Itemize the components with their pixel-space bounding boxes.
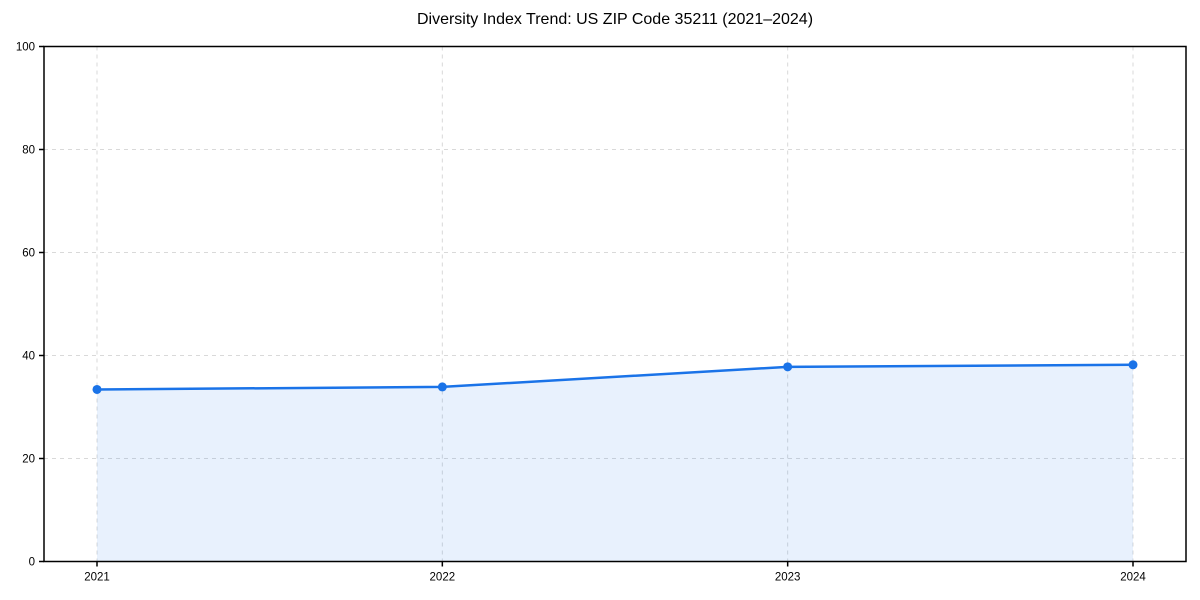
chart-title: Diversity Index Trend: US ZIP Code 35211…: [416, 11, 814, 28]
y-tick-label: 20: [22, 454, 35, 466]
trend-line: [95, 363, 1135, 391]
data-point: [437, 382, 447, 392]
data-point: [783, 362, 793, 372]
y-tick-label: 60: [22, 248, 35, 260]
x-tick-label: 2022: [430, 572, 456, 584]
y-tick-label: 40: [22, 351, 35, 363]
data-point: [92, 384, 102, 394]
y-tick-label: 100: [16, 42, 35, 54]
x-tick-label: 2023: [775, 572, 801, 584]
y-tick-label: 0: [29, 557, 35, 569]
axis-frame: [43, 45, 1187, 563]
data-point: [1128, 360, 1138, 370]
y-tick-label: 80: [22, 145, 35, 157]
area-fill: [97, 364, 1133, 562]
x-tick-label: 2024: [1120, 572, 1146, 584]
x-tick-label: 2021: [84, 572, 110, 584]
